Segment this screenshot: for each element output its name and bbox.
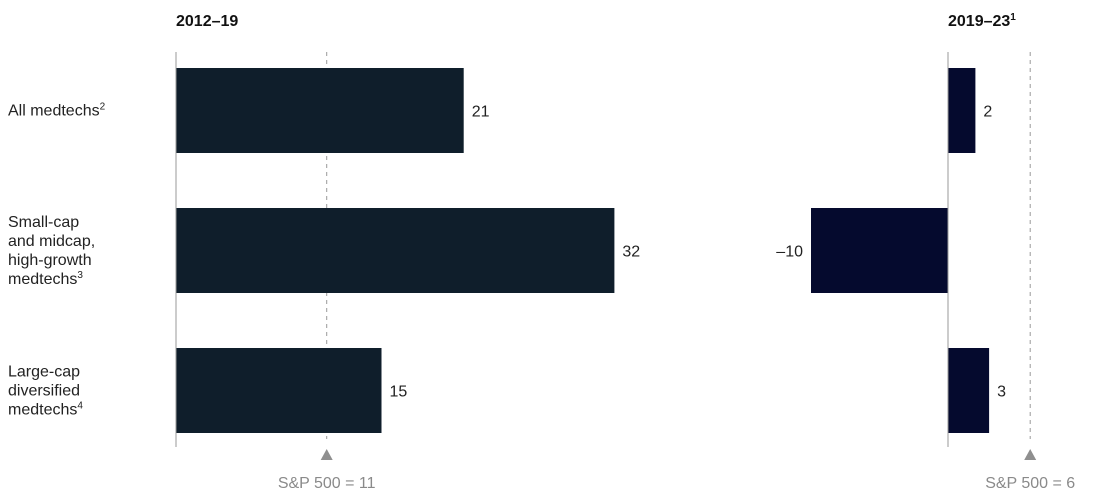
bar <box>176 208 615 293</box>
bar <box>176 348 382 433</box>
panel-title: 2012–19 <box>176 13 238 30</box>
panel-title: 2019–231 <box>948 12 1016 30</box>
value-label: 32 <box>622 244 640 261</box>
value-label: 3 <box>997 384 1006 401</box>
bar <box>176 68 464 153</box>
bar <box>811 208 948 293</box>
reference-label: S&P 500 = 11 <box>278 475 376 492</box>
reference-marker <box>320 449 333 460</box>
category-label: Large-cap diversified medtechs4 <box>8 364 83 419</box>
reference-marker <box>1024 449 1037 460</box>
category-label: All medtechs2 <box>8 102 106 120</box>
bar <box>948 348 990 433</box>
value-label: 21 <box>472 104 490 121</box>
value-label: –10 <box>776 244 803 261</box>
value-label: 2 <box>983 104 992 121</box>
bar <box>948 68 976 153</box>
reference-label: S&P 500 = 6 <box>985 475 1075 492</box>
value-label: 15 <box>390 384 408 401</box>
category-label: Small-cap and midcap, high-growth medtechs3 <box>8 214 95 288</box>
